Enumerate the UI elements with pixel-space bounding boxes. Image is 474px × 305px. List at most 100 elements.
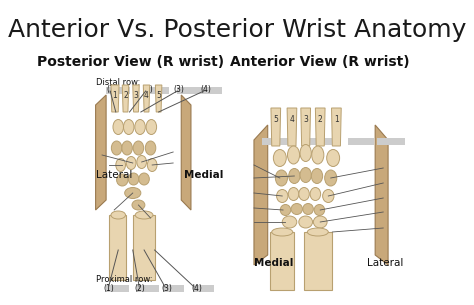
Ellipse shape: [111, 211, 126, 219]
Ellipse shape: [128, 173, 139, 185]
Ellipse shape: [272, 228, 293, 236]
Text: Medial: Medial: [254, 258, 293, 268]
Ellipse shape: [282, 216, 297, 228]
Ellipse shape: [117, 174, 128, 186]
Text: 4: 4: [144, 91, 149, 99]
Ellipse shape: [146, 120, 156, 135]
Text: Proximal row:: Proximal row:: [96, 275, 152, 284]
Text: 1: 1: [113, 91, 118, 99]
Bar: [199, 87, 222, 94]
Text: (4): (4): [191, 284, 202, 293]
Ellipse shape: [124, 120, 134, 135]
Ellipse shape: [314, 204, 325, 216]
Text: (3): (3): [161, 284, 172, 293]
Polygon shape: [271, 108, 281, 146]
Ellipse shape: [300, 145, 311, 162]
Bar: [146, 87, 169, 94]
Ellipse shape: [135, 211, 153, 219]
Ellipse shape: [132, 200, 145, 210]
Text: Lateral: Lateral: [96, 170, 133, 180]
Ellipse shape: [300, 167, 311, 182]
Ellipse shape: [288, 146, 300, 164]
Polygon shape: [287, 108, 297, 146]
Ellipse shape: [311, 168, 323, 184]
Text: 2: 2: [123, 91, 128, 99]
Ellipse shape: [280, 204, 291, 216]
Text: Anterior View (R wrist): Anterior View (R wrist): [230, 55, 410, 69]
Text: 3: 3: [303, 116, 308, 124]
Polygon shape: [181, 95, 191, 210]
Ellipse shape: [126, 156, 136, 170]
Ellipse shape: [291, 203, 302, 214]
Text: (1): (1): [106, 85, 117, 94]
Bar: [106, 87, 130, 94]
Ellipse shape: [277, 189, 288, 203]
Bar: [137, 285, 159, 292]
Ellipse shape: [133, 141, 144, 155]
Text: (2): (2): [135, 284, 145, 293]
Ellipse shape: [139, 173, 149, 185]
Polygon shape: [315, 108, 325, 146]
Ellipse shape: [273, 149, 286, 167]
Text: (1): (1): [104, 284, 114, 293]
Ellipse shape: [113, 120, 124, 135]
Ellipse shape: [327, 149, 339, 167]
Text: 4: 4: [290, 116, 294, 124]
Polygon shape: [111, 85, 119, 112]
Ellipse shape: [312, 146, 324, 164]
Text: (2): (2): [143, 85, 153, 94]
Text: Lateral: Lateral: [367, 258, 403, 268]
Bar: [262, 138, 291, 145]
Bar: [163, 285, 183, 292]
Ellipse shape: [147, 159, 157, 171]
Ellipse shape: [323, 189, 334, 203]
Text: (3): (3): [173, 85, 184, 94]
Bar: [348, 138, 374, 145]
Bar: [106, 285, 129, 292]
Ellipse shape: [111, 141, 122, 155]
Ellipse shape: [125, 188, 141, 199]
Ellipse shape: [116, 159, 126, 171]
Text: Medial: Medial: [184, 170, 224, 180]
Ellipse shape: [303, 203, 313, 214]
Polygon shape: [133, 215, 155, 280]
Text: Anterior Vs. Posterior Wrist Anatomy: Anterior Vs. Posterior Wrist Anatomy: [8, 18, 466, 42]
Ellipse shape: [325, 170, 337, 186]
Ellipse shape: [146, 141, 156, 155]
Text: 5: 5: [273, 116, 278, 124]
Polygon shape: [301, 108, 310, 146]
Ellipse shape: [289, 168, 300, 184]
Ellipse shape: [299, 188, 310, 200]
Text: Posterior View (R wrist): Posterior View (R wrist): [37, 55, 224, 69]
Bar: [377, 138, 405, 145]
Text: 5: 5: [156, 91, 161, 99]
Polygon shape: [109, 215, 126, 280]
Polygon shape: [254, 125, 268, 265]
Polygon shape: [143, 85, 150, 112]
Ellipse shape: [122, 141, 132, 155]
Ellipse shape: [310, 188, 320, 200]
Bar: [306, 138, 331, 145]
Polygon shape: [331, 108, 341, 146]
Text: 2: 2: [318, 116, 323, 124]
Ellipse shape: [288, 188, 299, 200]
Ellipse shape: [135, 120, 146, 135]
Polygon shape: [133, 85, 139, 112]
Polygon shape: [96, 95, 106, 210]
Bar: [192, 285, 214, 292]
Polygon shape: [375, 125, 388, 265]
Polygon shape: [155, 85, 162, 112]
Ellipse shape: [313, 216, 327, 228]
Ellipse shape: [307, 228, 328, 236]
Polygon shape: [270, 232, 294, 290]
Polygon shape: [304, 232, 332, 290]
Text: 1: 1: [334, 116, 339, 124]
Ellipse shape: [137, 156, 146, 168]
Polygon shape: [122, 85, 129, 112]
Ellipse shape: [275, 170, 288, 186]
Ellipse shape: [299, 216, 312, 228]
Bar: [177, 87, 200, 94]
Text: 3: 3: [134, 91, 138, 99]
Text: (4): (4): [201, 85, 211, 94]
Text: Distal row:: Distal row:: [96, 78, 140, 87]
